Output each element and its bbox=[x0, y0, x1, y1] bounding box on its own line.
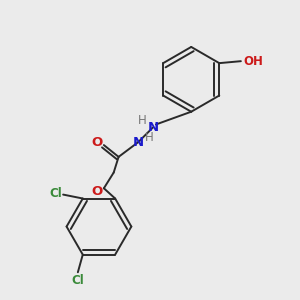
Text: Cl: Cl bbox=[71, 274, 84, 286]
Text: O: O bbox=[92, 185, 103, 198]
Text: H: H bbox=[138, 114, 146, 127]
Text: Cl: Cl bbox=[49, 187, 62, 200]
Text: O: O bbox=[92, 136, 103, 148]
Text: N: N bbox=[133, 136, 144, 148]
Text: H: H bbox=[145, 131, 153, 144]
Text: OH: OH bbox=[244, 55, 264, 68]
Text: N: N bbox=[147, 121, 158, 134]
